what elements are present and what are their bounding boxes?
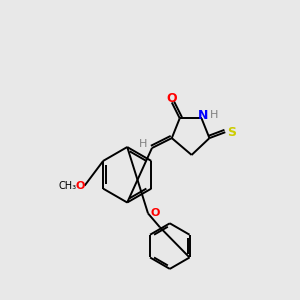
Text: H: H [210,110,219,120]
Text: H: H [139,139,147,149]
Text: CH₃: CH₃ [59,181,77,191]
Text: O: O [167,92,177,105]
Text: N: N [198,109,209,122]
Text: S: S [227,126,236,139]
Text: O: O [76,181,85,191]
Text: O: O [150,208,160,218]
